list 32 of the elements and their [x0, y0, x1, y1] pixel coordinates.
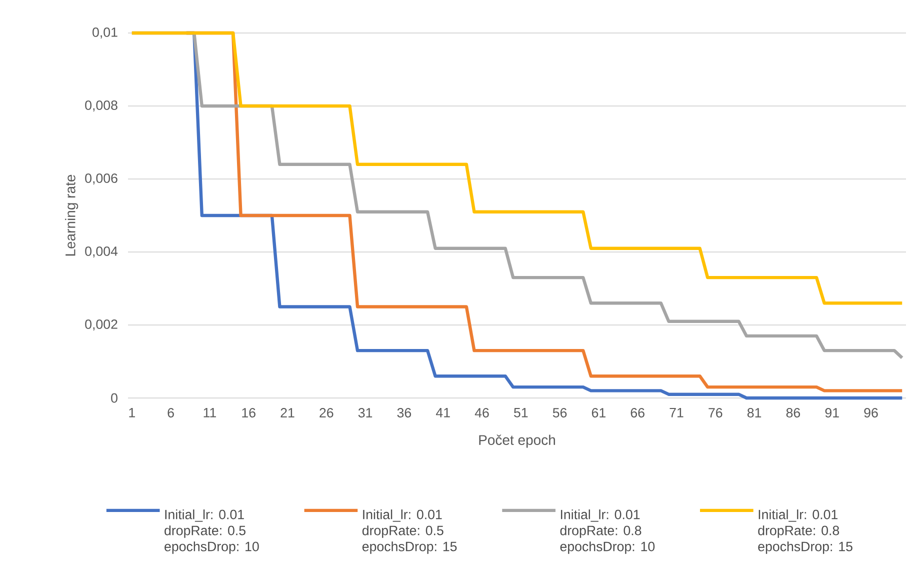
x-tick-label: 61	[592, 408, 606, 418]
x-tick-label: 6	[168, 408, 174, 418]
x-tick-label: 96	[864, 408, 878, 418]
x-tick-label: 56	[552, 408, 567, 418]
legend-label: Initial_lr: 0.01 dropRate: 0.8 epochsDrop: 15	[758, 509, 852, 554]
x-tick-label: 1	[129, 408, 135, 418]
y-tick-label: 0,01	[92, 27, 118, 39]
x-tick-label: 36	[397, 408, 412, 418]
x-tick-label: 76	[708, 408, 722, 418]
legend-label: Initial_lr: 0.01 dropRate: 0.5 epochsDrop: 10	[164, 509, 259, 554]
x-tick-label: 66	[630, 408, 644, 418]
y-tick-label: 0	[111, 393, 118, 403]
x-tick-label: 21	[280, 408, 294, 418]
x-axis-title: Počet epoch	[479, 434, 555, 448]
x-tick-label: 86	[786, 408, 800, 418]
y-tick-label: 0,006	[85, 173, 118, 185]
legend-label: Initial_lr: 0.01 dropRate: 0.8 epochsDrop: 10	[560, 509, 655, 554]
x-tick-label: 26	[320, 408, 334, 418]
y-tick-label: 0,002	[85, 320, 118, 331]
x-tick-label: 51	[514, 408, 528, 418]
y-tick-label: 0,004	[85, 246, 118, 258]
x-tick-label: 46	[474, 408, 489, 418]
x-tick-label: 71	[670, 408, 684, 418]
x-tick-label: 41	[436, 408, 450, 418]
y-tick-label: 0,008	[85, 100, 118, 112]
x-tick-label: 31	[358, 408, 372, 418]
y-axis-title: Learning rate	[65, 174, 78, 256]
x-tick-label: 11	[204, 408, 216, 418]
x-tick-label: 16	[242, 408, 256, 418]
x-tick-label: 81	[747, 408, 762, 418]
legend-label: Initial_lr: 0.01 dropRate: 0.5 epochsDrop: 15	[362, 509, 457, 554]
x-tick-label: 91	[825, 408, 839, 418]
